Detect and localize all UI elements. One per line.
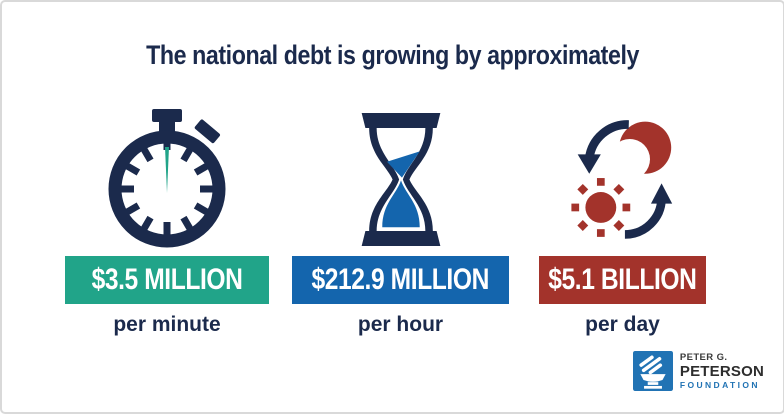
logo-line-peterson: PETERSON bbox=[679, 362, 764, 380]
page-title: The national debt is growing by approxim… bbox=[2, 40, 783, 71]
logo-text: PETER G. PETERSON FOUNDATION bbox=[680, 353, 764, 389]
day-night-icon-box bbox=[569, 102, 677, 256]
amount-bar-per-day: $5.1 BILLION bbox=[539, 256, 706, 304]
period-label: per day bbox=[585, 313, 660, 336]
period-label: per minute bbox=[113, 313, 221, 336]
day-night-icon bbox=[570, 119, 672, 239]
page-title-text: The national debt is growing by approxim… bbox=[146, 40, 639, 70]
stat-column-per-hour: $212.9 MILLION per hour bbox=[292, 102, 509, 337]
amount-value: $5.1 BILLION bbox=[548, 263, 697, 296]
hourglass-icon bbox=[361, 112, 440, 246]
hourglass-sand-bottom bbox=[381, 179, 420, 227]
logo-line-foundation: FOUNDATION bbox=[679, 379, 760, 390]
hourglass-icon-box bbox=[356, 102, 446, 256]
amount-value: $3.5 MILLION bbox=[91, 263, 243, 296]
amount-bar-per-hour: $212.9 MILLION bbox=[292, 256, 509, 304]
hourglass-sand-top bbox=[386, 150, 420, 178]
stopwatch-icon bbox=[108, 109, 226, 248]
stat-column-per-minute: $3.5 MILLION per minute bbox=[65, 102, 269, 337]
arrow-right bbox=[624, 197, 666, 239]
torch-icon bbox=[632, 351, 673, 391]
sun-shape bbox=[570, 177, 630, 237]
stopwatch-ticks bbox=[121, 143, 213, 235]
logo-line-peter-g: PETER G. bbox=[679, 352, 728, 363]
arrow-left bbox=[584, 119, 629, 159]
amount-value: $212.9 MILLION bbox=[311, 263, 490, 296]
stat-column-per-day: $5.1 BILLION per day bbox=[539, 102, 706, 337]
period-label: per hour bbox=[357, 313, 444, 336]
stopwatch-icon-box bbox=[107, 102, 227, 256]
peterson-foundation-logo: PETER G. PETERSON FOUNDATION bbox=[632, 351, 764, 391]
amount-bar-per-minute: $3.5 MILLION bbox=[65, 256, 269, 304]
stopwatch-needle bbox=[165, 147, 169, 193]
